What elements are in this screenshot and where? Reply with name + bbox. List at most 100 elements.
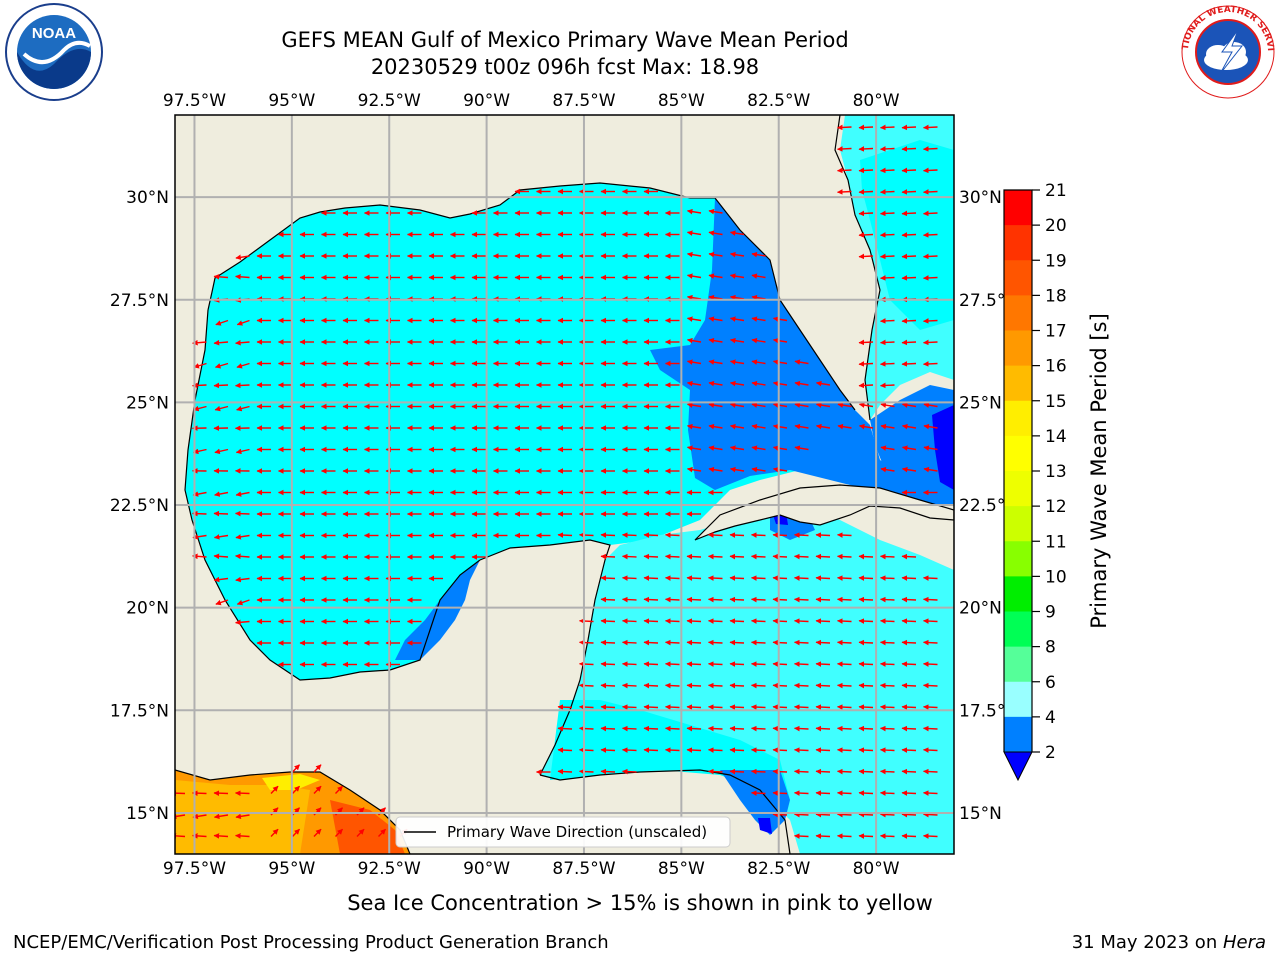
wave-arrow	[922, 618, 938, 624]
wave-arrow	[793, 790, 809, 796]
wave-arrow	[815, 661, 831, 667]
wave-arrow	[751, 294, 766, 301]
wave-arrow	[729, 337, 745, 344]
wave-arrow	[664, 639, 680, 646]
wave-arrow	[815, 704, 831, 710]
wave-arrow	[772, 380, 788, 387]
wave-arrow	[175, 813, 186, 820]
wave-arrow	[750, 682, 766, 689]
lon-label-top: 97.5°W	[163, 91, 226, 111]
nws-logo-icon: NATIONAL WEATHER SERVICE	[1178, 2, 1276, 100]
wave-arrow	[334, 785, 344, 794]
wave-arrow	[836, 189, 852, 195]
wave-arrow	[879, 210, 895, 217]
wave-arrow	[858, 167, 874, 174]
wave-arrow	[901, 423, 917, 430]
wave-arrow	[707, 553, 723, 560]
wave-arrow	[901, 661, 917, 667]
wave-arrow	[313, 785, 322, 794]
wave-arrow	[922, 768, 938, 775]
wave-arrow	[664, 747, 680, 753]
wave-arrow	[772, 768, 788, 775]
wave-arrow	[815, 725, 831, 732]
wave-arrow	[213, 339, 229, 346]
wave-arrow	[750, 725, 766, 732]
lat-label-right: 15°N	[959, 804, 1002, 824]
wave-arrow	[858, 382, 874, 389]
colorbar-band	[1004, 260, 1032, 296]
wave-arrow	[707, 639, 723, 646]
wave-arrow	[901, 318, 917, 324]
credit-footer: NCEP/EMC/Verification Post Processing Pr…	[13, 932, 609, 953]
wave-arrow	[901, 445, 917, 451]
wave-arrow	[794, 423, 809, 430]
wave-arrow	[793, 768, 809, 775]
wave-arrow	[922, 146, 938, 152]
gulf-water-region	[185, 183, 860, 680]
wave-arrow	[879, 124, 895, 131]
wave-arrow	[578, 618, 594, 624]
wave-arrow	[686, 208, 702, 215]
wave-arrow	[879, 768, 895, 775]
wave-arrow	[313, 764, 322, 773]
wave-arrow	[836, 747, 852, 753]
wave-arrow	[858, 833, 874, 839]
wave-arrow	[643, 682, 659, 689]
wave-arrow	[750, 661, 766, 667]
wave-arrow	[836, 167, 852, 174]
map-gridlines	[175, 115, 954, 854]
wave-arrow	[879, 682, 895, 689]
wave-arrow	[235, 813, 250, 820]
wave-arrow	[772, 618, 788, 624]
wave-arrow	[772, 725, 788, 732]
wave-arrow	[313, 828, 322, 837]
wave-arrow	[708, 466, 723, 473]
wave-arrow	[879, 575, 895, 581]
colorbar-band	[1004, 541, 1032, 577]
wave-arrow	[236, 362, 250, 369]
longitude-labels-bottom: 97.5°W 95°W 92.5°W 90°W 87.5°W 85°W 82.5°W 80°W	[163, 859, 900, 879]
wave-arrow	[879, 361, 895, 367]
colorbar-band	[1004, 646, 1032, 683]
wave-arrow	[686, 294, 702, 301]
colorbar-tick-label: 18	[1045, 286, 1067, 306]
wave-arrow	[858, 575, 874, 581]
colorbar-tick-label: 12	[1045, 497, 1067, 517]
wave-arrow	[578, 532, 594, 538]
wave-arrow	[729, 704, 745, 710]
colorbar-band	[1004, 190, 1032, 226]
wave-arrow	[836, 768, 852, 775]
wave-arrow	[901, 146, 917, 152]
wave-arrow	[772, 316, 788, 322]
wave-arrow	[213, 833, 229, 839]
wave-arrow	[922, 811, 938, 818]
wave-arrow	[686, 359, 702, 365]
wave-arrow	[193, 362, 207, 369]
wave-arrow	[729, 596, 745, 603]
lon-label-bottom: 85°W	[658, 859, 705, 879]
wave-arrow	[643, 553, 659, 560]
wave-arrow	[793, 639, 809, 646]
wave-arrow	[772, 553, 788, 560]
lon-label-bottom: 95°W	[268, 859, 315, 879]
wave-arrow	[557, 532, 573, 538]
wave-arrow	[751, 466, 766, 473]
wave-arrow	[664, 725, 680, 732]
colorbar-tick-label: 6	[1045, 673, 1056, 693]
wave-arrow	[235, 254, 250, 261]
colorbar-tick-label: 17	[1045, 322, 1067, 342]
chart-title: GEFS MEAN Gulf of Mexico Primary Wave Me…	[281, 28, 849, 52]
wave-arrow	[793, 811, 809, 818]
wave-arrow	[707, 661, 723, 667]
wave-arrow	[751, 423, 766, 430]
wave-arrow	[772, 423, 788, 430]
wave-arrow	[794, 445, 809, 451]
wave-arrow	[643, 725, 659, 732]
wave-arrow	[901, 553, 917, 560]
wave-arrow	[686, 704, 702, 710]
wave-arrow	[686, 747, 702, 753]
wave-arrow	[879, 704, 895, 710]
wave-arrow	[729, 532, 745, 538]
wave-arrow	[686, 682, 702, 689]
colorbar-band	[1004, 506, 1032, 542]
